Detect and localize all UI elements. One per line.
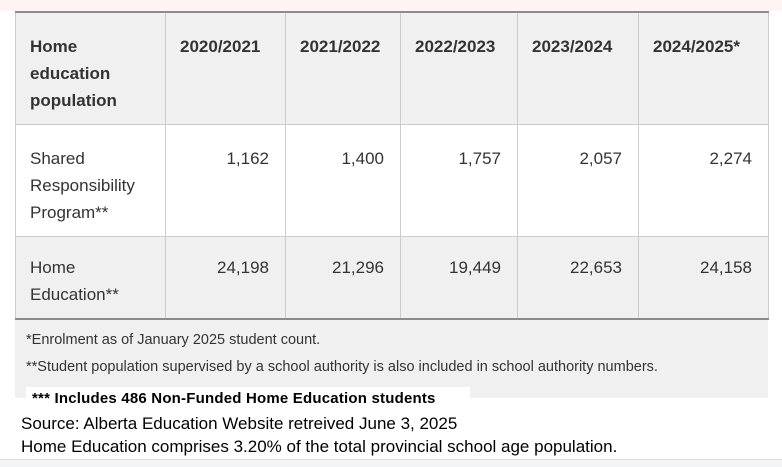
header-cell-2024-2025: 2024/2025* <box>638 11 769 125</box>
header-cell-2022-2023: 2022/2023 <box>400 11 518 125</box>
table-row-shared-responsibility: Shared Responsibility Program** 1,162 1,… <box>15 124 769 237</box>
top-strip <box>0 0 782 11</box>
home-education-population-table: Home education population 2020/2021 2021… <box>15 11 769 320</box>
data-cell: 1,757 <box>400 124 518 237</box>
footnotes-block: *Enrolment as of January 2025 student co… <box>15 320 768 412</box>
source-line: Source: Alberta Education Website retrei… <box>21 414 458 433</box>
data-cell: 1,162 <box>165 124 286 237</box>
row-label: Home Education** <box>15 236 166 320</box>
row-label: Shared Responsibility Program** <box>15 124 166 237</box>
data-cell: 21,296 <box>285 236 401 320</box>
data-cell: 24,158 <box>638 236 769 320</box>
data-cell: 2,057 <box>517 124 639 237</box>
footnote-non-funded: *** Includes 486 Non-Funded Home Educati… <box>26 387 470 412</box>
source-line: Home Education comprises 3.20% of the to… <box>21 437 618 456</box>
data-cell: 22,653 <box>517 236 639 320</box>
bottom-strip <box>0 459 782 467</box>
data-cell: 2,274 <box>638 124 769 237</box>
data-cell: 1,400 <box>285 124 401 237</box>
footnote-enrolment: *Enrolment as of January 2025 student co… <box>26 332 321 348</box>
data-cell: 24,198 <box>165 236 286 320</box>
data-cell: 19,449 <box>400 236 518 320</box>
header-cell-home-education-population: Home education population <box>15 11 166 125</box>
footnote-student-population: **Student population supervised by a sch… <box>26 359 658 375</box>
table-row-home-education: Home Education** 24,198 21,296 19,449 22… <box>15 236 769 320</box>
header-cell-2023-2024: 2023/2024 <box>517 11 639 125</box>
header-cell-2020-2021: 2020/2021 <box>165 11 286 125</box>
table-header-row: Home education population 2020/2021 2021… <box>15 11 769 125</box>
header-cell-2021-2022: 2021/2022 <box>285 11 401 125</box>
